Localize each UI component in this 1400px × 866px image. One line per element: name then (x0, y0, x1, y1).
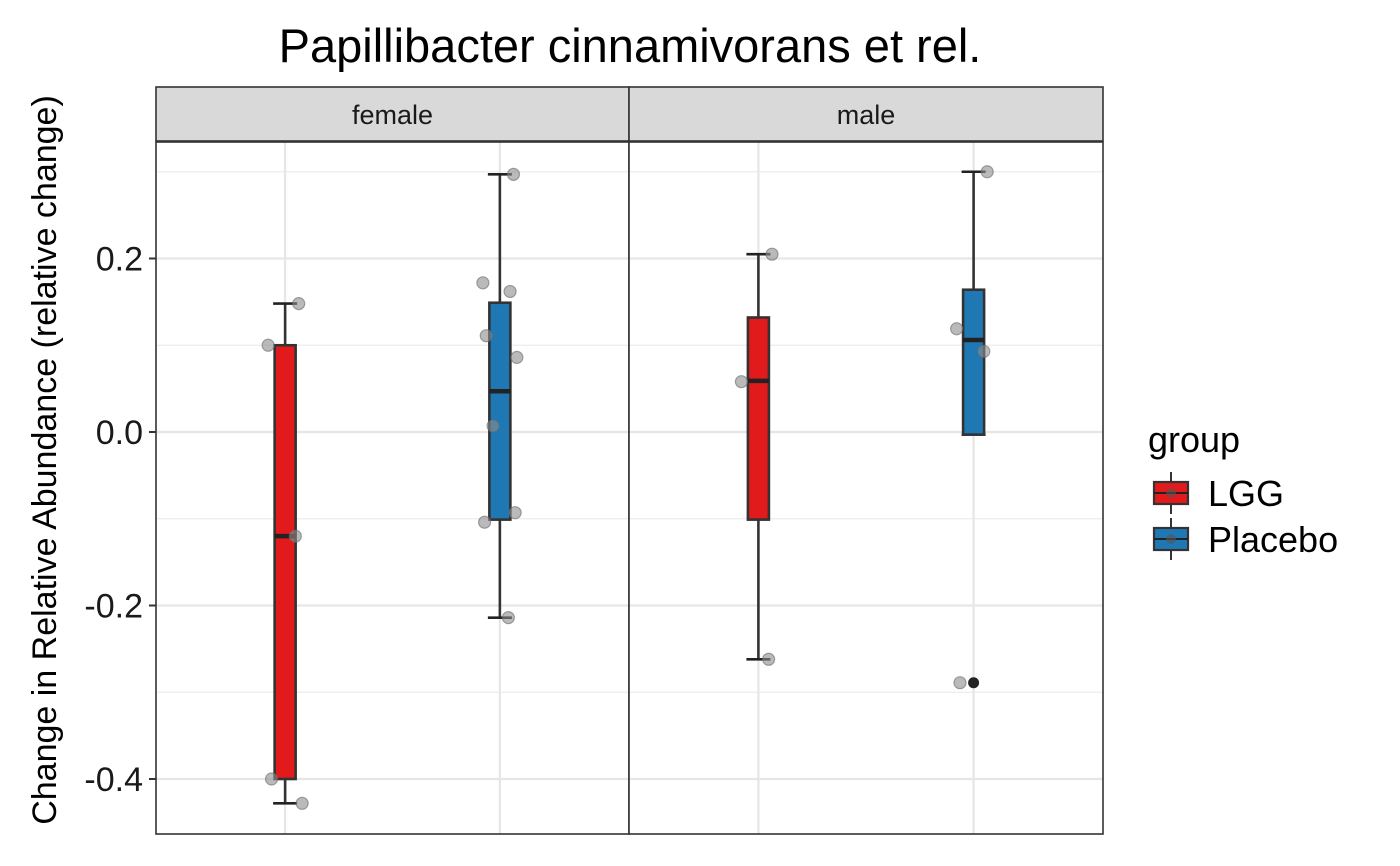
facet-label-male: male (837, 100, 896, 130)
jitter-point (477, 515, 492, 529)
jitter-point (953, 676, 967, 690)
jitter-point (980, 165, 994, 179)
outlier-point (968, 677, 980, 689)
y-tick-label: 0.2 (96, 241, 143, 279)
facet-panel-male: male (628, 86, 1104, 835)
chart-title: Papillibacter cinnamivorans et rel. (279, 19, 982, 72)
jitter-point (949, 322, 964, 336)
facet-panel-female: female (155, 86, 630, 835)
facet-strip (628, 86, 1104, 142)
box-iqr (488, 301, 512, 521)
jitter-point (479, 329, 493, 343)
panel-background (629, 142, 1103, 834)
legend-key-point (1166, 534, 1176, 544)
jitter-point (506, 167, 521, 181)
y-axis: -0.4 -0.2 0.0 0.2 (84, 241, 156, 799)
jitter-point (501, 611, 515, 625)
y-tick-label: -0.4 (84, 761, 143, 799)
y-axis-label: Change in Relative Abundance (relative c… (26, 95, 64, 825)
jitter-point (510, 350, 524, 364)
facet-strip (155, 86, 630, 142)
jitter-point (503, 284, 517, 299)
jitter-point (486, 419, 500, 433)
jitter-point (264, 772, 279, 786)
jitter-point (261, 338, 275, 352)
box-iqr (273, 343, 297, 781)
panel-border (628, 141, 1104, 835)
legend-item-lgg: LGG (1152, 472, 1284, 514)
box-iqr (961, 288, 986, 436)
jitter-point (762, 652, 776, 666)
legend: group LGG Placebo (1148, 419, 1338, 560)
y-tick-label: 0.0 (96, 414, 143, 452)
legend-title: group (1148, 419, 1240, 460)
box-LGG (734, 247, 779, 666)
jitter-point (476, 276, 490, 290)
jitter-point (734, 375, 749, 389)
box-Placebo (949, 165, 994, 690)
facet-label-female: female (352, 100, 433, 130)
legend-label-lgg: LGG (1208, 473, 1284, 514)
box-iqr (746, 316, 771, 521)
box-LGG (261, 297, 309, 810)
legend-label-placebo: Placebo (1208, 519, 1338, 560)
panel-background (156, 142, 629, 834)
jitter-point (508, 506, 522, 520)
jitter-point (977, 344, 991, 358)
box-Placebo (476, 167, 524, 625)
jitter-point (295, 796, 309, 810)
legend-item-placebo: Placebo (1152, 518, 1338, 560)
y-tick-label: -0.2 (84, 588, 143, 626)
jitter-point (292, 297, 306, 311)
jitter-point (765, 247, 779, 261)
facet-panels: female male (155, 86, 1104, 835)
legend-key-point (1166, 488, 1176, 498)
jitter-point (288, 529, 302, 543)
